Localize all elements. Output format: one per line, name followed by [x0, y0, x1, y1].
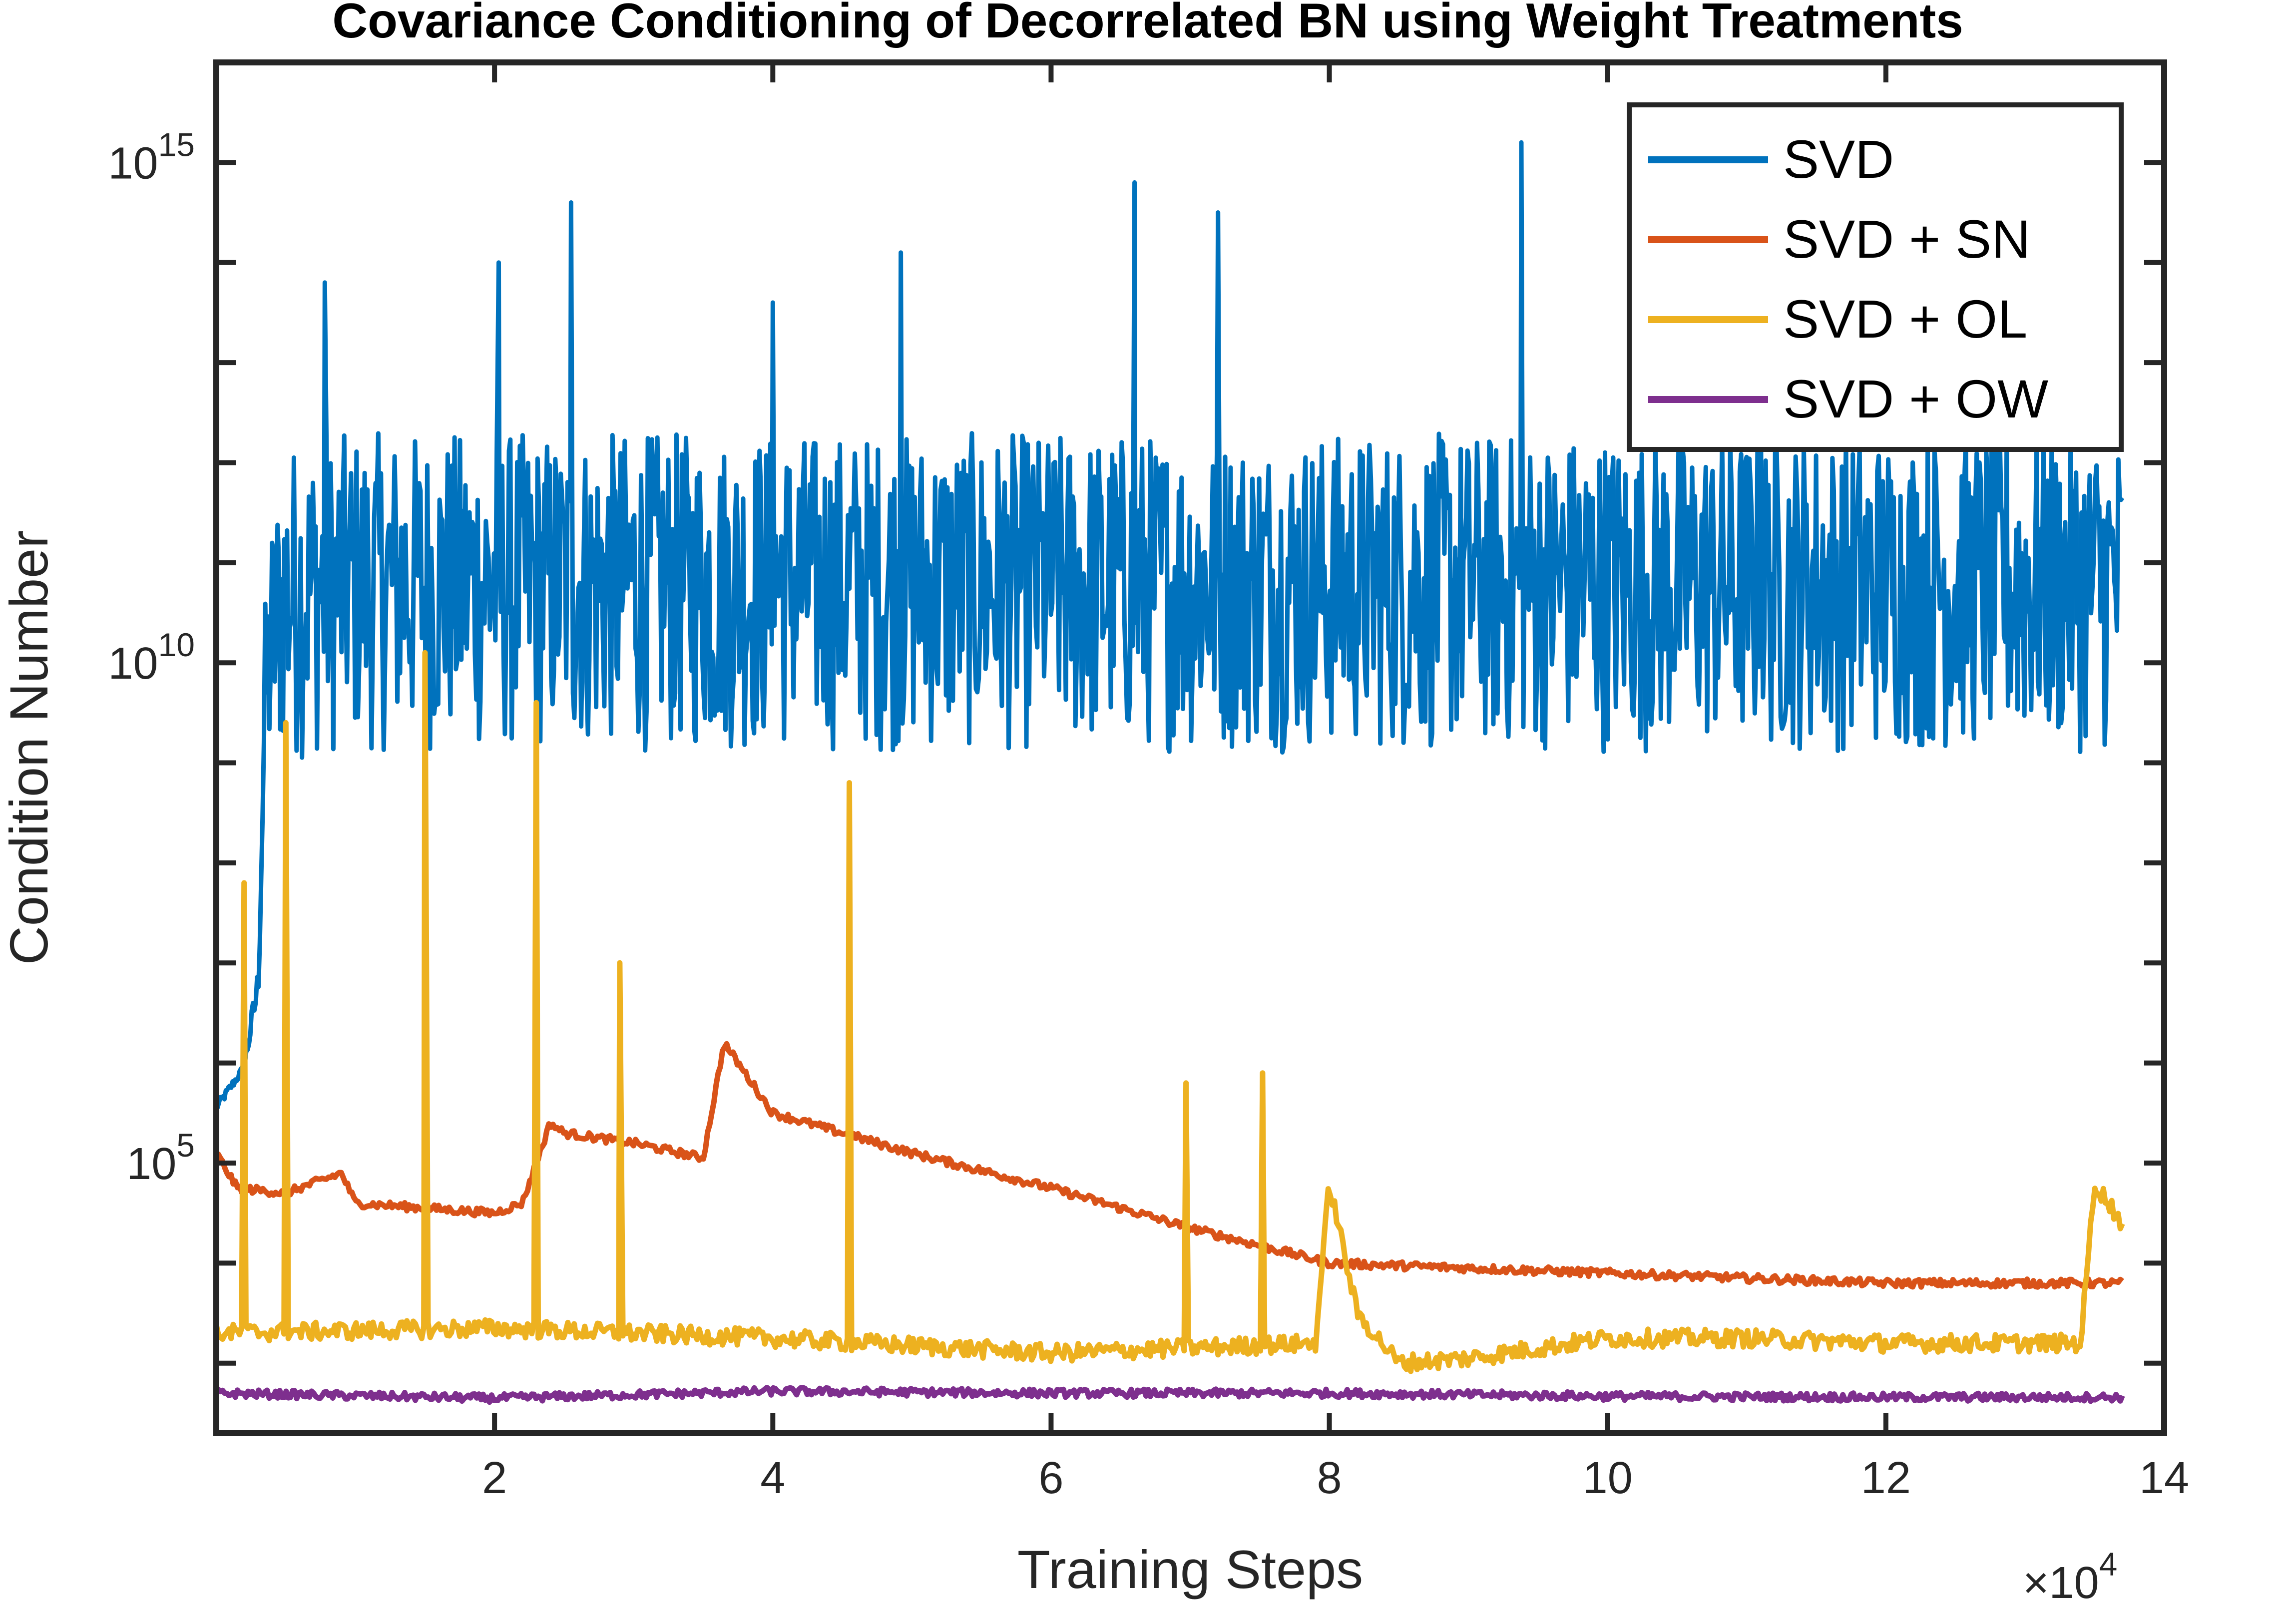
spike-point-svd-2 — [498, 262, 499, 263]
chart-title: Covariance Conditioning of Decorrelated … — [332, 0, 1963, 48]
x-tick-label: 10 — [1583, 1453, 1633, 1503]
y-tick-label: 1010 — [108, 626, 195, 689]
spike-point-svd-ol-5 — [619, 962, 620, 963]
y-tick-exponent: 10 — [158, 626, 195, 663]
y-tick-base: 10 — [108, 138, 158, 188]
y-tick-label: 105 — [126, 1127, 195, 1189]
series-line-svd-ow — [216, 1385, 2125, 1405]
x-tick-label: 2 — [482, 1453, 507, 1503]
x-multiplier-base: ×10 — [2023, 1558, 2099, 1606]
spike-point-svd-8 — [1521, 142, 1522, 143]
spike-point-svd-6 — [1134, 182, 1135, 183]
legend-label-svd-ow: SVD + OW — [1783, 369, 2048, 429]
x-tick-label: 14 — [2139, 1453, 2189, 1503]
x-axis-multiplier: ×104 — [2023, 1546, 2117, 1606]
legend-label-svd-sn: SVD + SN — [1783, 209, 2030, 269]
y-tick-exponent: 15 — [158, 126, 195, 163]
y-tick-exponent: 5 — [176, 1127, 195, 1164]
legend-label-svd: SVD — [1783, 129, 1894, 189]
spike-point-svd-1 — [324, 282, 325, 283]
spike-point-svd-ol-2 — [285, 722, 286, 723]
x-tick-label: 12 — [1861, 1453, 1911, 1503]
legend-label-svd-ol: SVD + OL — [1783, 289, 2027, 349]
spike-point-svd-ol-4 — [536, 702, 537, 703]
legend: SVD SVD + SN SVD + OL SVD + OW — [1627, 102, 2124, 452]
y-tick-base: 10 — [126, 1139, 176, 1189]
x-tick-label: 6 — [1038, 1453, 1063, 1503]
axes-box — [213, 59, 2167, 1436]
x-tick-labels: 2 4 6 8 10 12 14 — [482, 1453, 2189, 1503]
y-tick-base: 10 — [108, 639, 158, 689]
y-axis-label: Condition Number — [0, 530, 59, 965]
series-line-svd-ol — [216, 650, 2125, 1374]
series-layer — [216, 140, 2125, 1405]
spike-point-svd-ol-6 — [849, 783, 850, 784]
y-tick-label: 1015 — [108, 126, 195, 188]
spike-point-svd-ol-3 — [425, 652, 426, 653]
x-axis-label: Training Steps — [1017, 1539, 1363, 1600]
series-line-svd — [216, 140, 2125, 1110]
spike-point-svd-ol-7 — [1186, 1083, 1187, 1084]
x-tick-label: 4 — [760, 1453, 785, 1503]
spike-point-svd-7 — [1218, 212, 1219, 213]
spike-point-svd-5 — [901, 252, 902, 253]
spike-point-svd-4 — [772, 302, 773, 303]
x-multiplier-exponent: 4 — [2099, 1546, 2118, 1583]
x-tick-label: 8 — [1317, 1453, 1342, 1503]
spike-point-svd-ol-1 — [244, 882, 245, 883]
spike-point-svd-3 — [570, 202, 571, 203]
spike-point-svd-ol-8 — [1262, 1073, 1263, 1074]
